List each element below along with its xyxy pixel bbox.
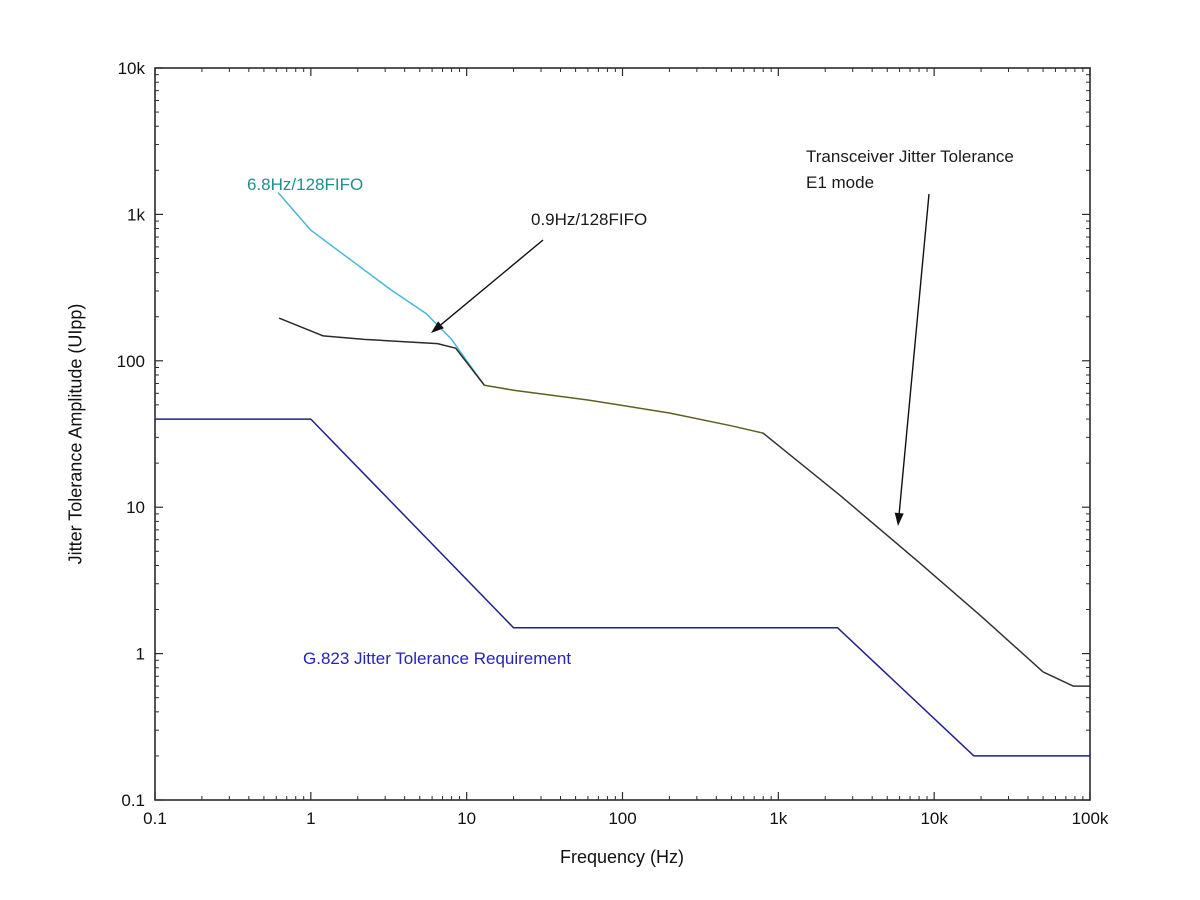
x-tick-label: 10 <box>457 809 476 828</box>
annotation-arrow-line <box>440 239 544 326</box>
annotation-arrowhead <box>894 512 904 526</box>
annotation-transceiver-e1: Transceiver Jitter Tolerance E1 mode <box>806 147 1014 192</box>
y-tick-label: 1 <box>136 645 145 664</box>
series-transceiver-mid <box>483 384 764 434</box>
annotation-0-9hz-128fifo: 0.9Hz/128FIFO <box>531 210 648 229</box>
y-tick-label: 1k <box>127 205 145 224</box>
x-tick-label: 100k <box>1072 809 1109 828</box>
x-tick-label: 0.1 <box>143 809 167 828</box>
annotation-arrowhead <box>431 321 444 333</box>
annotation-arrow-line <box>898 193 930 514</box>
series-transceiver-e1 <box>762 432 1091 687</box>
series-fifo-6-8hz <box>277 192 486 387</box>
y-tick-label: 0.1 <box>121 791 145 810</box>
x-tick-label: 10k <box>920 809 948 828</box>
x-tick-label: 1 <box>306 809 315 828</box>
series-fifo-0-9hz <box>278 317 486 387</box>
y-axis-label: Jitter Tolerance Amplitude (UIpp) <box>65 303 86 565</box>
y-tick-label: 100 <box>117 352 145 371</box>
x-tick-label: 100 <box>608 809 636 828</box>
y-tick-label: 10 <box>126 498 145 517</box>
annotation-g823-requirement: G.823 Jitter Tolerance Requirement <box>303 649 572 668</box>
series-g823-mask <box>154 418 1091 757</box>
y-tick-label: 10k <box>118 59 146 78</box>
annotation-6-8hz-128fifo: 6.8Hz/128FIFO <box>247 175 364 194</box>
x-tick-label: 1k <box>769 809 787 828</box>
x-axis-label: Frequency (Hz) <box>559 847 685 867</box>
